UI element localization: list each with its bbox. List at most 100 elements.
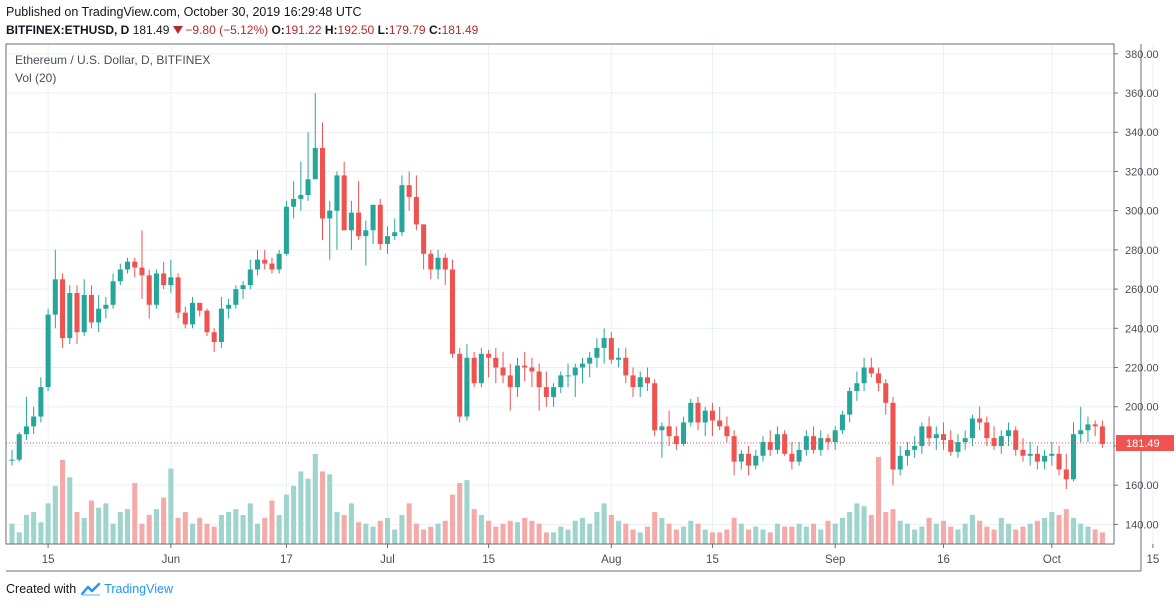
candle-body bbox=[1078, 430, 1084, 435]
volume-bar bbox=[74, 512, 80, 544]
volume-bar bbox=[16, 532, 22, 544]
candle-body bbox=[449, 269, 456, 354]
candle-body bbox=[825, 438, 831, 443]
candle-body bbox=[637, 377, 643, 388]
tradingview-logo-icon[interactable] bbox=[81, 582, 101, 596]
volume-indicator-label: Vol (20) bbox=[15, 71, 56, 85]
candle-body bbox=[161, 273, 167, 286]
created-with-label: Created with bbox=[6, 582, 77, 596]
volume-bar bbox=[746, 529, 752, 544]
volume-bar bbox=[81, 517, 87, 544]
volume-bar bbox=[565, 529, 571, 544]
candle-body bbox=[74, 293, 80, 333]
volume-bar bbox=[110, 523, 116, 544]
candle-body bbox=[940, 434, 947, 441]
x-tick-label: 15 bbox=[1147, 554, 1160, 566]
candle-body bbox=[579, 363, 585, 368]
candle-body bbox=[146, 275, 152, 305]
volume-bar bbox=[969, 514, 975, 544]
low-label: L: bbox=[377, 23, 389, 37]
volume-bar bbox=[507, 520, 513, 544]
volume-bar bbox=[52, 485, 58, 544]
candle-body bbox=[912, 445, 918, 450]
volume-bar bbox=[551, 532, 557, 544]
candle-body bbox=[868, 367, 874, 374]
candle-body bbox=[1092, 424, 1098, 427]
volume-bar bbox=[240, 514, 246, 544]
candle-body bbox=[1049, 453, 1055, 456]
volume-bar bbox=[1042, 517, 1048, 544]
candle-body bbox=[478, 353, 484, 384]
volume-bar bbox=[168, 468, 174, 544]
candle-body bbox=[240, 285, 246, 290]
volume-bar bbox=[623, 523, 629, 544]
volume-bar bbox=[536, 523, 542, 544]
close-label: C: bbox=[428, 23, 442, 37]
candle-body bbox=[659, 426, 665, 431]
candle-body bbox=[370, 204, 376, 231]
volume-bar bbox=[132, 483, 138, 544]
volume-bar bbox=[940, 520, 947, 544]
x-tick-label: Oct bbox=[1043, 554, 1062, 566]
candle-body bbox=[464, 357, 470, 417]
volume-bar bbox=[839, 517, 845, 544]
candle-body bbox=[52, 279, 58, 315]
volume-bar bbox=[782, 526, 788, 544]
candle-body bbox=[782, 434, 788, 454]
volume-bar bbox=[883, 512, 889, 544]
candle-body bbox=[110, 281, 116, 305]
candle-body bbox=[1005, 430, 1012, 437]
candle-body bbox=[38, 387, 44, 417]
candle-body bbox=[175, 277, 181, 313]
high-value: 192.50 bbox=[337, 23, 375, 37]
volume-bar bbox=[500, 523, 506, 544]
volume-bar bbox=[695, 523, 701, 544]
candle-body bbox=[724, 426, 730, 437]
volume-bar bbox=[948, 526, 954, 544]
volume-bar bbox=[587, 523, 593, 544]
down-arrow-icon bbox=[173, 26, 184, 34]
y-tick-label: 300.00 bbox=[1125, 206, 1159, 218]
volume-bar bbox=[413, 523, 419, 544]
change-value: −9.80 (−5.12%) bbox=[185, 23, 269, 37]
y-tick-label: 160.00 bbox=[1125, 480, 1159, 492]
candle-body bbox=[1070, 434, 1077, 480]
volume-bar bbox=[254, 523, 261, 544]
candle-body bbox=[876, 373, 882, 384]
volume-bar bbox=[197, 517, 203, 544]
y-tick-label: 220.00 bbox=[1125, 363, 1159, 375]
candle-body bbox=[96, 308, 102, 323]
candle-body bbox=[254, 259, 261, 270]
volume-bar bbox=[327, 474, 333, 544]
volume-bar bbox=[767, 532, 773, 544]
x-tick-label: Aug bbox=[601, 554, 621, 566]
volume-bar bbox=[753, 526, 759, 544]
candle-body bbox=[486, 353, 492, 358]
candle-body bbox=[818, 438, 824, 450]
volume-bar bbox=[486, 520, 492, 544]
candle-body bbox=[854, 383, 860, 392]
volume-bar bbox=[23, 514, 29, 544]
candle-body bbox=[926, 426, 932, 439]
x-tick-label: 15 bbox=[706, 554, 719, 566]
candle-body bbox=[1020, 449, 1026, 456]
candle-body bbox=[507, 375, 513, 388]
tradingview-link[interactable]: TradingView bbox=[104, 582, 173, 596]
candle-body bbox=[774, 434, 780, 450]
candle-body bbox=[962, 438, 968, 443]
candle-body bbox=[543, 387, 549, 397]
candle-body bbox=[327, 210, 333, 219]
volume-bar bbox=[31, 512, 37, 544]
candle-body bbox=[1027, 453, 1033, 456]
candle-body bbox=[356, 212, 362, 237]
volume-bar bbox=[543, 532, 549, 544]
plot-frame bbox=[5, 43, 1115, 545]
volume-bar bbox=[1020, 526, 1026, 544]
candle-body bbox=[839, 414, 845, 431]
y-tick-label: 320.00 bbox=[1125, 166, 1159, 178]
candle-body bbox=[305, 179, 311, 195]
candle-body bbox=[139, 267, 145, 276]
volume-bar bbox=[644, 526, 650, 544]
volume-bar bbox=[1063, 509, 1069, 544]
